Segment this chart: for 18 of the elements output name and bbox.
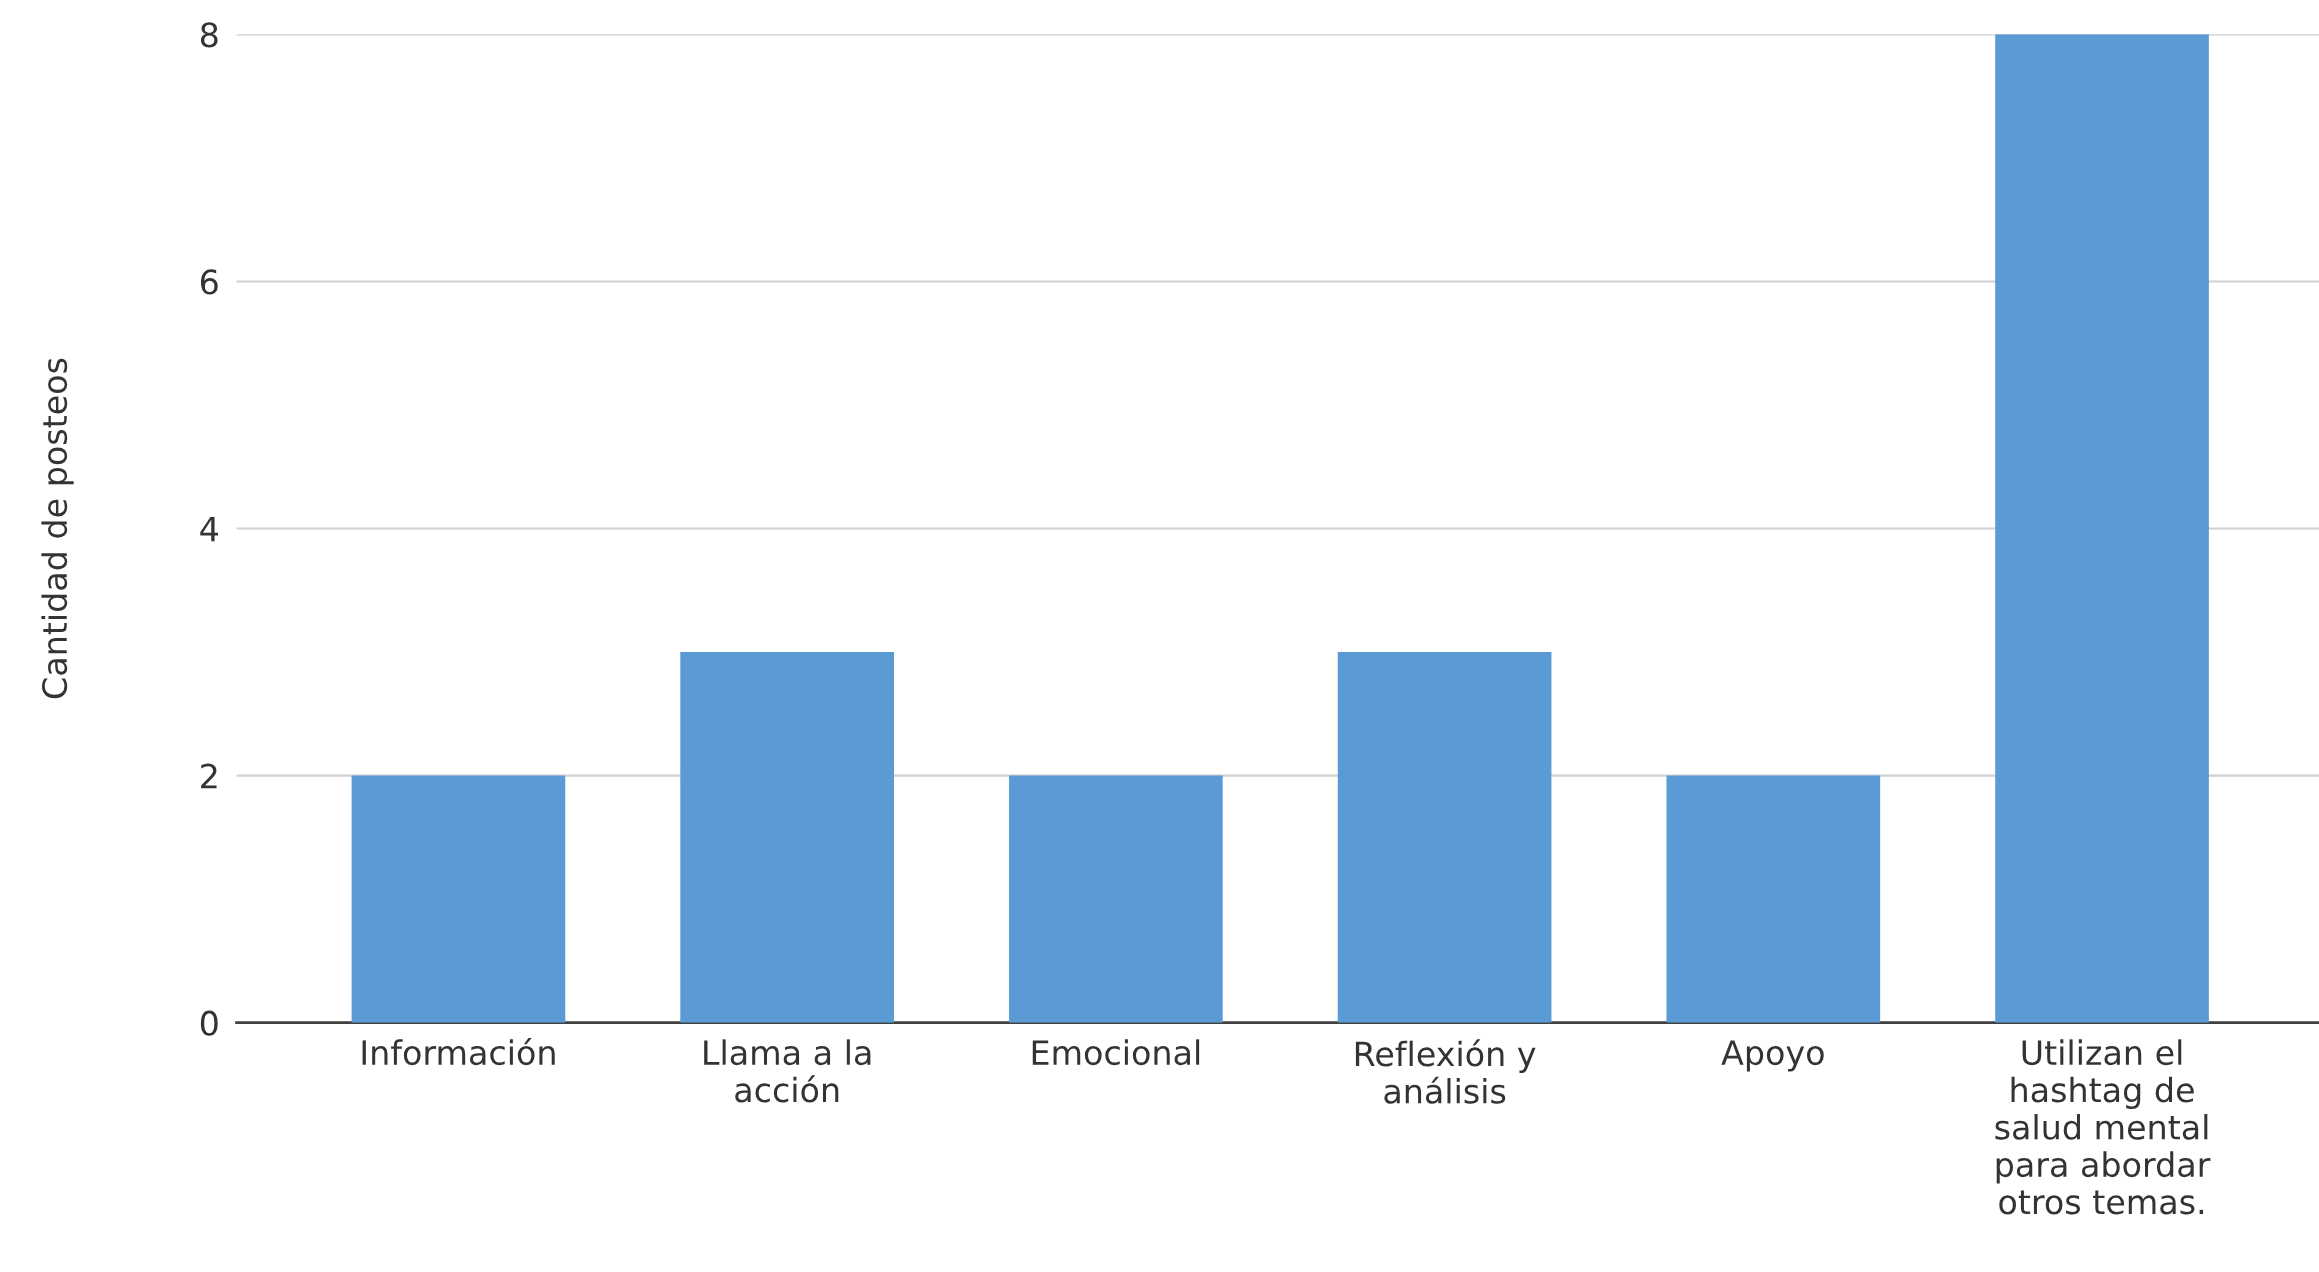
bar: [680, 652, 894, 1023]
x-tick-label: Emocional: [1032, 1039, 1200, 1066]
y-axis-title: Cantidad de posteos: [41, 358, 74, 699]
bar: [1337, 652, 1552, 1023]
bar: [1009, 775, 1223, 1023]
y-tick-label: 6: [200, 269, 218, 295]
x-tick-label: Llama a la acción: [704, 1039, 871, 1103]
y-tick-label: 8: [200, 22, 218, 48]
x-tick-label: Reflexión y análisis: [1355, 1039, 1536, 1104]
bar: [1995, 34, 2209, 1023]
x-tick-label: Utilizan el hashtag de salud mental para abordar otros temas.: [1995, 1039, 2211, 1215]
y-tick-label: 0: [200, 1010, 218, 1036]
y-tick-label: 4: [200, 516, 218, 542]
y-tick-label: 2: [201, 763, 217, 789]
bar: [1666, 775, 1881, 1023]
x-tick-label: Apoyo: [1721, 1040, 1824, 1072]
bar: [351, 775, 566, 1023]
x-tick-label: Información: [362, 1038, 555, 1066]
